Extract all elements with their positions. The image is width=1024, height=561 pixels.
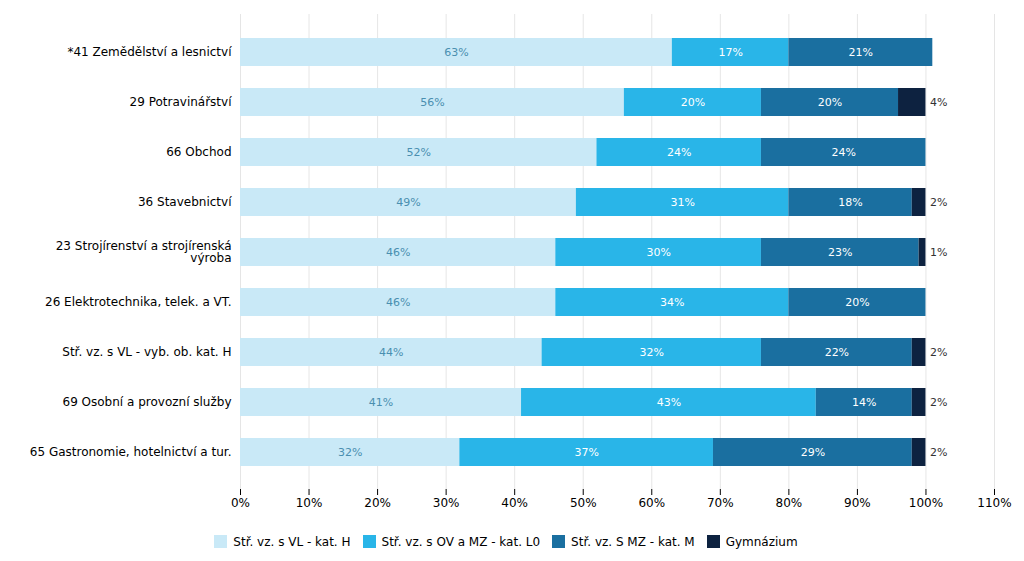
svg-text:21%: 21% — [849, 46, 873, 59]
svg-text:66 Obchod: 66 Obchod — [166, 145, 231, 159]
svg-text:32%: 32% — [640, 346, 664, 359]
svg-text:41%: 41% — [369, 396, 393, 409]
svg-text:40%: 40% — [501, 496, 528, 510]
svg-text:20%: 20% — [681, 96, 705, 109]
svg-text:24%: 24% — [831, 146, 855, 159]
svg-text:4%: 4% — [930, 96, 947, 109]
svg-text:23 Strojírenství a strojírensk: 23 Strojírenství a strojírenskávýroba — [56, 239, 232, 265]
svg-text:56%: 56% — [420, 96, 444, 109]
html-text:Stř. vz. S MZ - kat. M: Stř. vz. S MZ - kat. M — [571, 534, 695, 549]
svg-text:2%: 2% — [930, 196, 947, 209]
svg-text:110%: 110% — [977, 496, 1011, 510]
svg-text:80%: 80% — [776, 496, 803, 510]
svg-text:20%: 20% — [364, 496, 391, 510]
svg-text:20%: 20% — [845, 296, 869, 309]
svg-text:23%: 23% — [828, 246, 852, 259]
svg-text:Stř. vz. s VL - vyb. ob. kat.: Stř. vz. s VL - vyb. ob. kat. H — [62, 345, 231, 359]
svg-text:44%: 44% — [379, 346, 403, 359]
svg-text:30%: 30% — [646, 246, 670, 259]
svg-text:1%: 1% — [930, 246, 947, 259]
svg-text:2%: 2% — [930, 396, 947, 409]
svg-text:52%: 52% — [406, 146, 430, 159]
svg-text:60%: 60% — [638, 496, 665, 510]
html-text:Stř. vz. s OV a MZ - kat. L0: Stř. vz. s OV a MZ - kat. L0 — [381, 534, 541, 549]
svg-text:18%: 18% — [838, 196, 862, 209]
svg-text:50%: 50% — [570, 496, 597, 510]
svg-text:36 Stavebnictví: 36 Stavebnictví — [138, 195, 232, 209]
svg-text:29 Potravinářství: 29 Potravinářství — [130, 95, 233, 109]
svg-text:14%: 14% — [852, 396, 876, 409]
svg-text:46%: 46% — [386, 246, 410, 259]
svg-text:65 Gastronomie, hotelnictví a: 65 Gastronomie, hotelnictví a tur. — [30, 445, 232, 459]
svg-text:2%: 2% — [930, 346, 947, 359]
svg-text:90%: 90% — [844, 496, 871, 510]
svg-text:70%: 70% — [707, 496, 734, 510]
svg-text:69 Osobní a provozní služby: 69 Osobní a provozní služby — [63, 395, 232, 409]
svg-text:49%: 49% — [396, 196, 420, 209]
svg-text:37%: 37% — [574, 446, 598, 459]
html-text:Stř. vz. s VL - kat. H: Stř. vz. s VL - kat. H — [233, 534, 351, 549]
svg-text:63%: 63% — [444, 46, 468, 59]
svg-text:34%: 34% — [660, 296, 684, 309]
svg-text:17%: 17% — [718, 46, 742, 59]
svg-text:2%: 2% — [930, 446, 947, 459]
svg-text:*41 Zemědělství a lesnictví: *41 Zemědělství a lesnictví — [67, 45, 232, 59]
svg-text:100%: 100% — [909, 496, 943, 510]
svg-text:30%: 30% — [433, 496, 460, 510]
svg-text:29%: 29% — [801, 446, 825, 459]
svg-text:22%: 22% — [825, 346, 849, 359]
svg-text:26 Elektrotechnika, telek. a V: 26 Elektrotechnika, telek. a VT. — [45, 295, 231, 309]
svg-text:46%: 46% — [386, 296, 410, 309]
svg-text:20%: 20% — [818, 96, 842, 109]
svg-text:32%: 32% — [338, 446, 362, 459]
svg-text:0%: 0% — [231, 496, 250, 510]
svg-text:43%: 43% — [657, 396, 681, 409]
html-text:Gymnázium: Gymnázium — [725, 534, 798, 549]
svg-text:31%: 31% — [670, 196, 694, 209]
svg-text:10%: 10% — [296, 496, 323, 510]
svg-text:24%: 24% — [667, 146, 691, 159]
